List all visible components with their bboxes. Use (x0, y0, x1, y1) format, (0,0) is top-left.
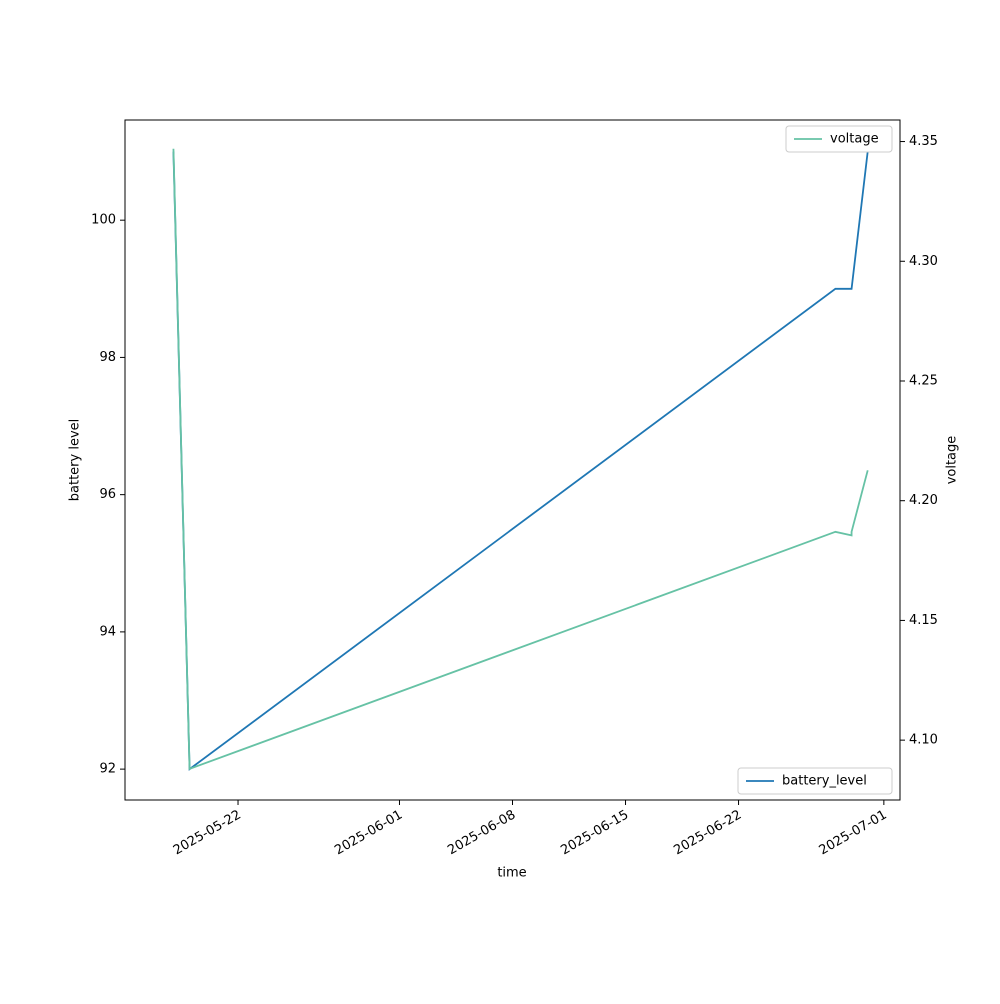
y2-tick-label: 4.15 (909, 613, 938, 628)
y-tick-label: 92 (99, 762, 116, 777)
legend-label: battery_level (782, 774, 867, 789)
y-tick-label: 94 (99, 624, 116, 639)
x-tick-label: 2025-06-01 (332, 808, 405, 859)
y2-tick-label: 4.20 (909, 493, 938, 508)
line-series (172, 148, 869, 771)
x-tick-label: 2025-07-01 (817, 808, 890, 859)
x-tick-label: 2025-06-15 (558, 808, 631, 859)
plot-frame (124, 119, 901, 801)
y-axis-label: battery level (68, 419, 83, 502)
line-series (172, 151, 869, 771)
y-tick-label: 98 (99, 350, 116, 365)
y2-tick-label: 4.25 (909, 373, 938, 388)
x-axis-label: time (497, 866, 526, 881)
y2-tick-label: 4.10 (909, 733, 938, 748)
y-tick-label: 96 (99, 487, 116, 502)
y2-tick-label: 4.30 (909, 254, 938, 269)
x-tick-label: 2025-06-22 (671, 808, 744, 859)
legend-box (737, 767, 893, 795)
y-tick-label: 100 (91, 213, 116, 228)
legend-label: voltage (830, 132, 879, 147)
legend-box (785, 125, 893, 153)
y2-tick-label: 4.35 (909, 134, 938, 149)
y2-axis-label: voltage (945, 436, 960, 485)
x-tick-label: 2025-06-08 (445, 808, 518, 859)
x-tick-label: 2025-05-22 (171, 808, 244, 859)
